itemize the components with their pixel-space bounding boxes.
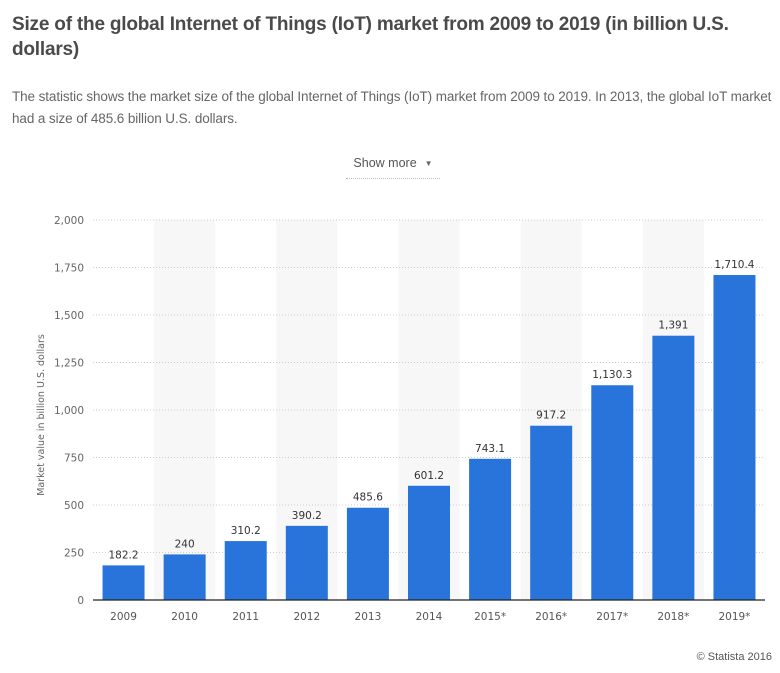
bar	[163, 554, 206, 600]
show-more-label: Show more	[353, 156, 417, 170]
x-tick-label: 2016*	[535, 611, 567, 620]
bar-chart: 0 250 500 750 1,000 1,250 1,500 1,750 2,000 182.…	[36, 215, 765, 620]
x-tick-label: 2013	[355, 611, 382, 620]
x-axis-ticks: 2009 2010 2011 2012 2013 2014 2015* 2016* 2017* 2…	[110, 611, 750, 620]
x-tick-label: 2018*	[657, 611, 689, 620]
bar	[713, 275, 756, 600]
x-tick-label: 2019*	[718, 611, 750, 620]
y-axis-ticks: 0 250 500 750 1,000 1,250 1,500 1,750 2,000	[54, 215, 84, 607]
data-label: 1,710.4	[714, 259, 754, 271]
show-more-button[interactable]: Show more ▼	[346, 152, 440, 179]
data-label: 917.2	[536, 410, 566, 422]
bar	[285, 525, 328, 600]
bars	[102, 275, 756, 600]
bar	[530, 425, 573, 600]
y-tick-label: 1,000	[54, 405, 84, 417]
y-tick-label: 0	[77, 595, 84, 607]
bar	[224, 541, 267, 600]
x-tick-label: 2009	[110, 611, 137, 620]
y-axis-label: Market value in billion U.S. dollars	[36, 334, 47, 496]
bar	[591, 385, 634, 600]
y-tick-label: 1,500	[54, 310, 84, 322]
y-tick-label: 2,000	[54, 215, 84, 227]
data-label: 240	[175, 538, 195, 550]
bar	[408, 485, 450, 600]
x-tick-label: 2014	[416, 611, 443, 620]
caret-down-icon: ▼	[424, 159, 433, 168]
bar	[652, 335, 695, 600]
data-label: 182.2	[109, 549, 139, 561]
bar	[102, 565, 145, 600]
bar	[469, 458, 512, 600]
data-label: 601.2	[414, 470, 444, 482]
data-label: 1,391	[658, 320, 688, 332]
x-tick-label: 2012	[293, 611, 320, 620]
x-tick-label: 2017*	[596, 611, 628, 620]
data-label: 485.6	[353, 492, 383, 504]
chart-description: The statistic shows the market size of t…	[12, 89, 772, 126]
bar	[346, 507, 389, 600]
x-tick-label: 2011	[232, 611, 259, 620]
chart-title: Size of the global Internet of Things (I…	[12, 14, 729, 60]
x-tick-label: 2010	[171, 611, 198, 620]
data-labels: 182.2 240 310.2 390.2 485.6 601.2 743.1 917.2 1,…	[109, 259, 755, 561]
y-tick-label: 1,250	[54, 358, 84, 370]
data-label: 743.1	[475, 443, 505, 455]
data-label: 1,130.3	[592, 369, 632, 381]
data-label: 390.2	[292, 510, 322, 522]
y-tick-label: 250	[64, 548, 84, 560]
data-label: 310.2	[231, 525, 261, 537]
statista-credit: © Statista 2016	[696, 651, 772, 663]
y-tick-label: 1,750	[54, 263, 84, 275]
y-tick-label: 500	[64, 500, 84, 512]
x-tick-label: 2015*	[474, 611, 506, 620]
y-tick-label: 750	[64, 453, 84, 465]
